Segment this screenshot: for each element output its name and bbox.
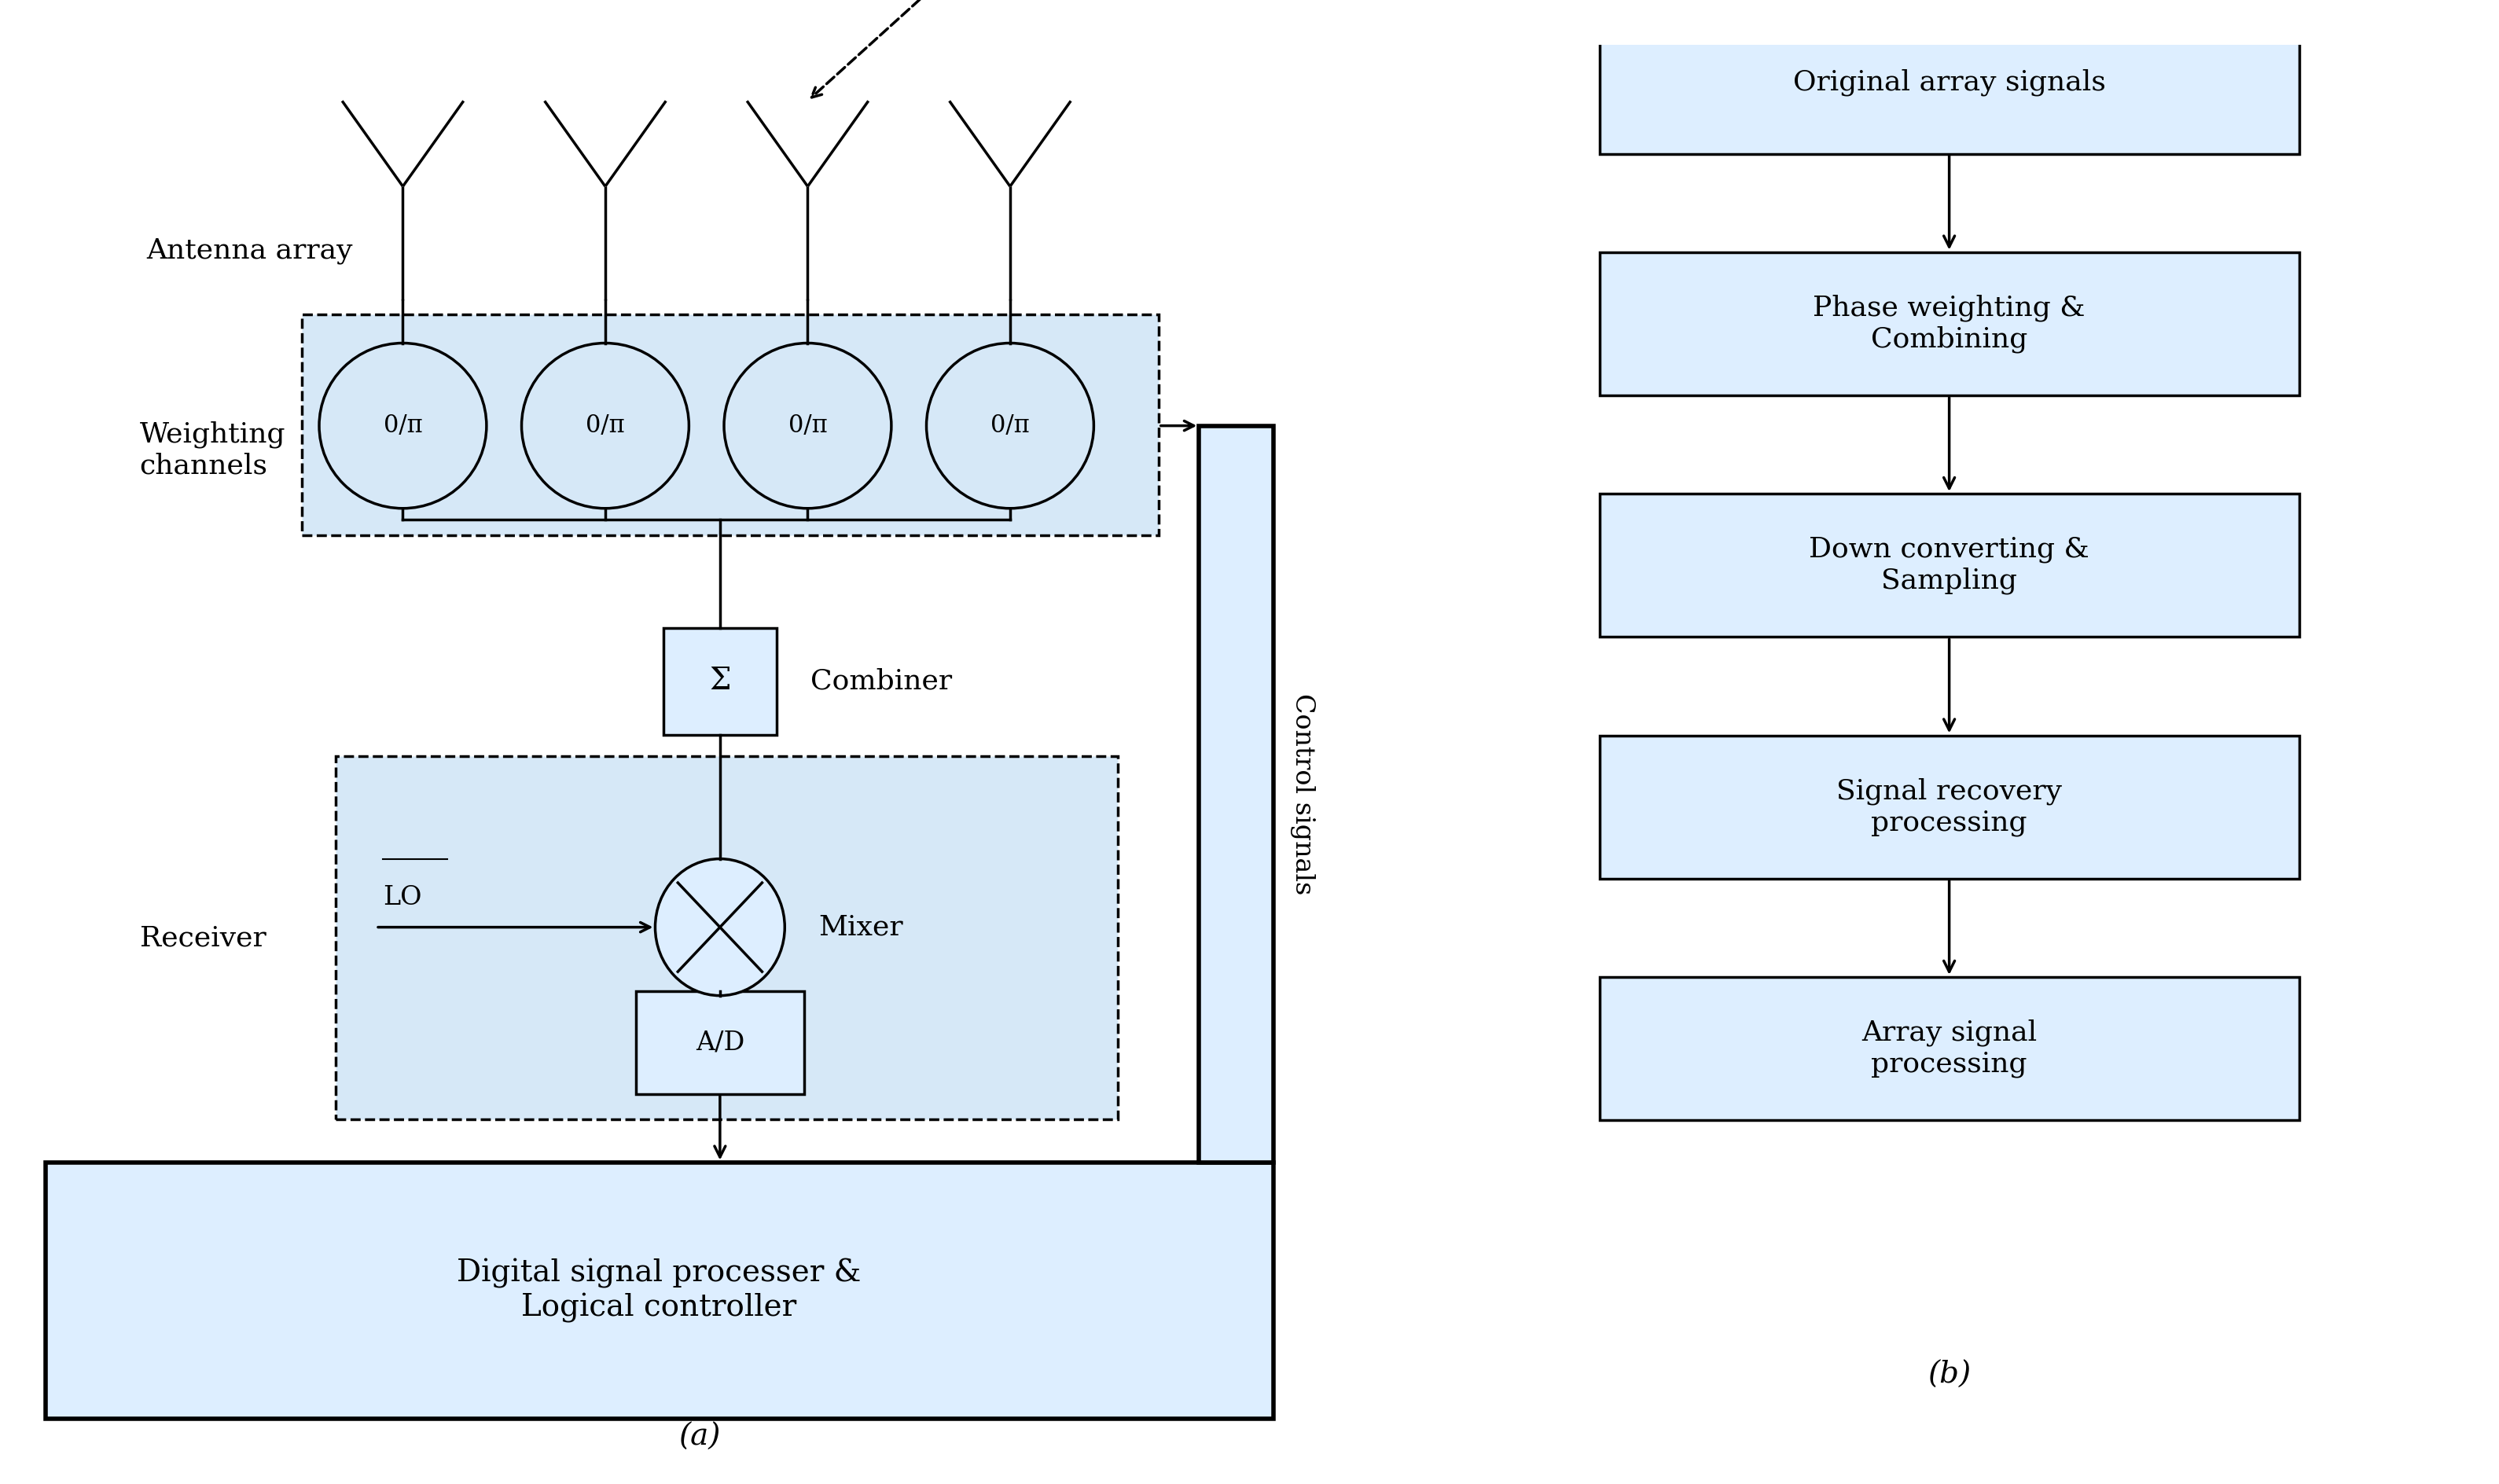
Bar xyxy=(635,991,805,1094)
Text: 0/π: 0/π xyxy=(990,414,1030,438)
Text: 0/π: 0/π xyxy=(382,414,422,438)
Bar xyxy=(1200,426,1274,1162)
Text: Digital signal processer &
Logical controller: Digital signal processer & Logical contr… xyxy=(457,1258,862,1322)
Text: IF: IF xyxy=(730,1017,760,1042)
Text: Signal recovery
processing: Signal recovery processing xyxy=(1837,778,2062,837)
Text: Combiner: Combiner xyxy=(810,668,952,695)
Text: Σ: Σ xyxy=(710,666,730,696)
Ellipse shape xyxy=(927,343,1095,509)
Bar xyxy=(335,757,1117,1119)
Ellipse shape xyxy=(320,343,487,509)
Text: LO: LO xyxy=(382,884,422,910)
Ellipse shape xyxy=(522,343,690,509)
Text: 0/π: 0/π xyxy=(585,414,625,438)
Bar xyxy=(1599,976,2299,1120)
Bar xyxy=(45,1162,1274,1419)
Text: Phase weighting &
Combining: Phase weighting & Combining xyxy=(1814,294,2084,353)
Bar xyxy=(662,628,777,735)
Text: 0/π: 0/π xyxy=(787,414,827,438)
Bar xyxy=(1599,10,2299,154)
Bar xyxy=(302,315,1160,536)
Text: Control signals: Control signals xyxy=(1289,693,1314,895)
Text: Array signal
processing: Array signal processing xyxy=(1862,1020,2037,1077)
Bar xyxy=(1599,252,2299,395)
Text: Original array signals: Original array signals xyxy=(1792,68,2107,95)
Bar xyxy=(1599,494,2299,637)
Ellipse shape xyxy=(655,859,785,996)
Ellipse shape xyxy=(725,343,892,509)
Text: Receiver: Receiver xyxy=(140,925,265,951)
Text: A/D: A/D xyxy=(695,1030,745,1055)
Text: Mixer: Mixer xyxy=(820,914,902,941)
Text: (b): (b) xyxy=(1927,1361,1972,1389)
Text: Antenna array: Antenna array xyxy=(147,237,352,264)
Text: Down converting &
Sampling: Down converting & Sampling xyxy=(1809,536,2089,595)
Text: (a): (a) xyxy=(680,1422,720,1451)
Bar xyxy=(1599,736,2299,879)
Text: Weighting
channels: Weighting channels xyxy=(140,421,285,479)
